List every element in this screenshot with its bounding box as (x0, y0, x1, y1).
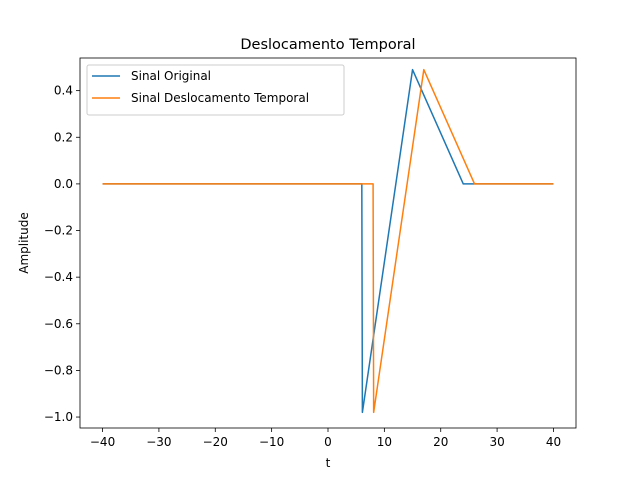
x-tick-label: 10 (377, 435, 392, 449)
x-tick-label: 40 (546, 435, 561, 449)
x-tick-label: −20 (203, 435, 228, 449)
y-tick-label: −1.0 (44, 410, 73, 424)
series-layer (102, 68, 554, 414)
y-tick-label: −0.2 (44, 224, 73, 238)
y-ticks: −1.0 −0.8 −0.6 −0.4 −0.2 0.0 0.2 0.4 (44, 84, 80, 424)
y-tick-label: 0.2 (54, 130, 73, 144)
x-tick-label: −30 (146, 435, 171, 449)
chart-title: Deslocamento Temporal (240, 37, 415, 53)
y-tick-label: 0.0 (54, 177, 73, 191)
x-tick-label: 30 (489, 435, 504, 449)
y-tick-label: −0.4 (44, 270, 73, 284)
x-tick-label: 20 (433, 435, 448, 449)
y-tick-label: −0.6 (44, 317, 73, 331)
x-tick-label: 0 (324, 435, 332, 449)
plot-area-background (80, 58, 576, 428)
x-axis-label: t (326, 456, 331, 470)
y-tick-label: 0.4 (54, 84, 73, 98)
legend-label-sinal-deslocamento: Sinal Deslocamento Temporal (131, 91, 309, 105)
y-tick-label: −0.8 (44, 363, 73, 377)
legend-label-sinal-original: Sinal Original (131, 69, 211, 83)
y-axis-label: Amplitude (17, 212, 31, 274)
x-tick-label: −10 (259, 435, 284, 449)
legend: Sinal Original Sinal Deslocamento Tempor… (86, 64, 345, 116)
series-line-sinal-deslocamento (102, 68, 554, 414)
x-tick-label: −40 (90, 435, 115, 449)
legend-frame (86, 64, 345, 116)
x-ticks: −40 −30 −20 −10 0 10 20 30 40 (90, 428, 561, 449)
